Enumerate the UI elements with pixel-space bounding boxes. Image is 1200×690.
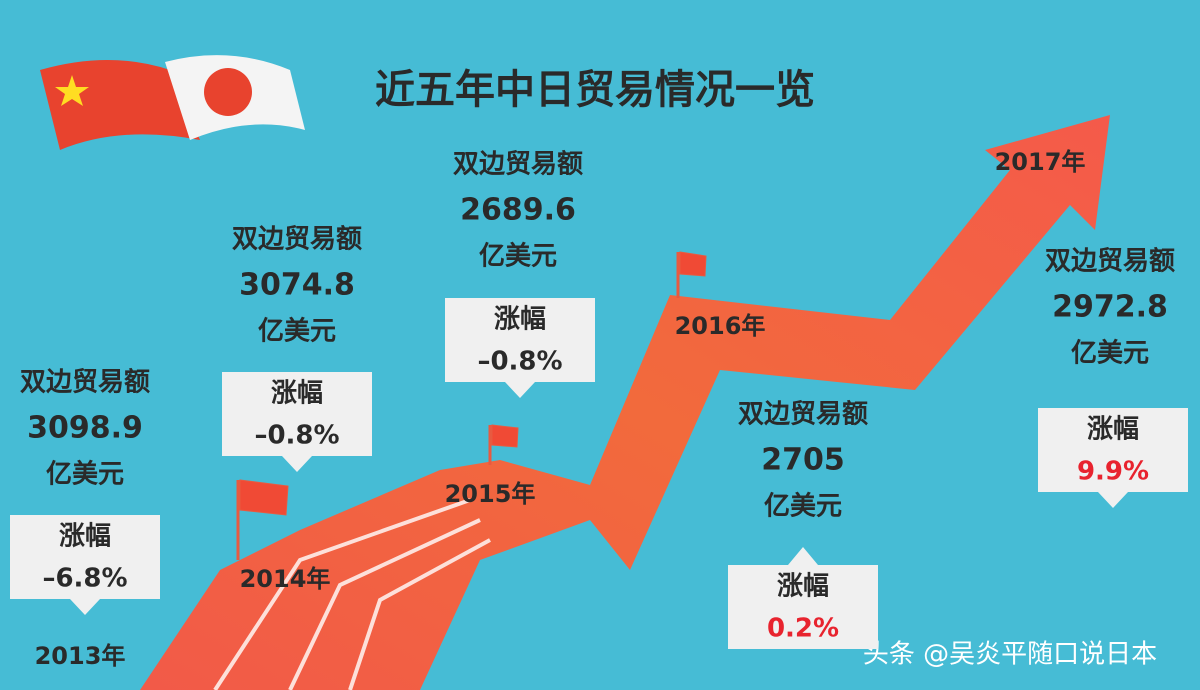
- trade-unit: 亿美元: [479, 241, 557, 272]
- year-label: 2013年: [35, 642, 126, 670]
- change-value: –0.8%: [254, 421, 339, 451]
- trade-unit: 亿美元: [258, 316, 336, 347]
- change-label: 涨幅: [1087, 415, 1139, 445]
- arrow-stripes: [213, 498, 491, 690]
- year-label: 2014年: [240, 565, 331, 593]
- change-value: 0.2%: [767, 614, 839, 644]
- title: 近五年中日贸易情况一览: [375, 67, 815, 113]
- change-box: [222, 372, 372, 472]
- trade-label: 双边贸易额: [20, 368, 150, 398]
- trade-unit: 亿美元: [1071, 338, 1149, 369]
- change-value: –6.8%: [42, 564, 127, 594]
- year-label: 2015年: [445, 480, 536, 508]
- trade-label: 双边贸易额: [738, 400, 868, 430]
- trade-label: 双边贸易额: [453, 150, 583, 180]
- trade-value: 3098.9: [27, 411, 143, 446]
- trade-label: 双边贸易额: [1045, 247, 1175, 277]
- change-label: 涨幅: [271, 379, 323, 409]
- trade-unit: 亿美元: [764, 491, 842, 522]
- trade-unit: 亿美元: [46, 459, 124, 490]
- change-box: [728, 547, 878, 649]
- flags-icon: [40, 55, 305, 150]
- trade-value: 3074.8: [239, 268, 355, 303]
- trade-value: 2689.6: [460, 193, 576, 228]
- change-label: 涨幅: [59, 522, 111, 552]
- trend-arrow: [140, 115, 1110, 690]
- small-flags: [236, 251, 707, 560]
- year-label: 2017年: [995, 148, 1086, 176]
- change-box: [445, 298, 595, 398]
- change-value: –0.8%: [477, 347, 562, 377]
- change-box: [1038, 408, 1188, 508]
- change-value: 9.9%: [1077, 457, 1149, 487]
- trade-label: 双边贸易额: [232, 225, 362, 255]
- change-label: 涨幅: [777, 572, 829, 602]
- change-box: [10, 515, 160, 615]
- watermark: 头条 @吴炎平随口说日本: [863, 640, 1157, 670]
- trade-value: 2705: [761, 443, 845, 478]
- year-label: 2016年: [675, 312, 766, 340]
- change-label: 涨幅: [494, 305, 546, 335]
- trade-value: 2972.8: [1052, 290, 1168, 325]
